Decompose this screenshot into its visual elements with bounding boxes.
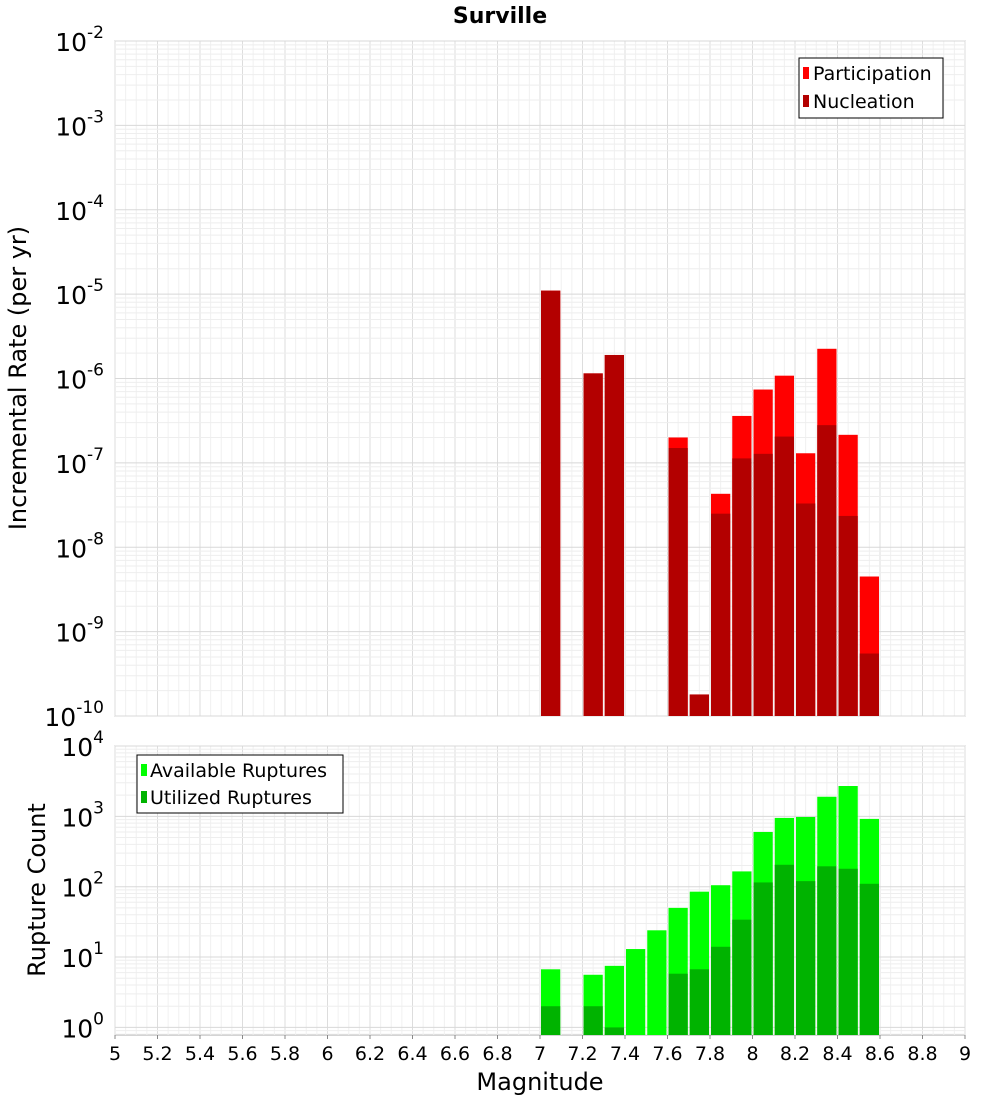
y-tick-label: 10-7 [55,445,104,479]
rate-bars [541,290,879,716]
available-legend-label: Available Ruptures [150,760,327,782]
x-tick-label: 5.6 [227,1043,257,1065]
series-b-bar [859,883,879,1035]
x-tick-label: 7.4 [610,1043,640,1065]
x-tick-label: 7.2 [567,1043,597,1065]
nucleation-legend-label: Nucleation [813,91,915,113]
x-tick-label: 8 [746,1043,758,1065]
utilized-legend-label: Utilized Ruptures [150,787,312,809]
series-b-bar [817,425,837,716]
x-tick-label: 6.2 [355,1043,385,1065]
rate-legend-box [798,57,944,119]
y-tick-label: 10-4 [55,192,104,226]
series-b-bar [817,866,837,1035]
x-axis-label: Magnitude [476,1068,603,1096]
series-b-bar [732,458,752,716]
series-b-bar [838,868,858,1035]
series-b-bar [774,864,794,1035]
series-b-bar [583,1006,603,1035]
series-b-bar [838,515,858,716]
x-tick-label: 6.4 [397,1043,427,1065]
x-tick-label: 5.4 [185,1043,215,1065]
count-bars [541,786,879,1035]
participation-legend-swatch [803,67,809,79]
series-b-bar [668,973,688,1035]
rate-y-axis-label: Incremental Rate (per yr) [4,226,32,530]
nucleation-legend-swatch [803,95,809,107]
series-b-bar [753,882,773,1035]
x-tick-label: 6.8 [482,1043,512,1065]
x-tick-label: 7.8 [695,1043,725,1065]
series-b-bar [796,881,816,1035]
y-tick-label: 10-6 [55,361,104,395]
series-b-bar [796,503,816,716]
rate-legend: Participation Nucleation [798,57,944,119]
x-tick-labels: 5 5.2 5.4 5.6 5.8 6 6.2 6.4 6.6 6.8 7 7.2 7.4 7.6 7.8 8… [109,1035,971,1065]
series-b-bar [753,453,773,716]
y-tick-label: 100 [61,1009,104,1043]
x-tick-label: 7.6 [652,1043,682,1065]
chart-title: Surville [453,4,547,29]
count-panel: 100 101 102 103 104 5 5.2 5.4 5.6 5.8 6 6.2 6.4 6.6 6… [23,728,971,1096]
series-b-bar [604,354,624,716]
y-tick-label: 101 [61,939,104,973]
x-tick-label: 5.2 [142,1043,172,1065]
series-b-bar [541,290,561,716]
x-tick-label: 7 [534,1043,546,1065]
series-a-bar [626,949,646,1035]
y-tick-label: 10-10 [44,698,104,732]
x-tick-label: 8.8 [907,1043,937,1065]
y-tick-label: 102 [61,869,104,903]
x-tick-label: 5 [109,1043,121,1065]
y-tick-label: 104 [61,728,104,762]
series-b-bar [583,373,603,716]
series-b-bar [689,694,709,716]
y-tick-label: 10-2 [55,23,104,57]
y-tick-label: 10-8 [55,529,104,563]
count-y-axis-label: Rupture Count [23,803,51,977]
series-b-bar [541,1006,561,1035]
series-b-bar [604,1027,624,1035]
rate-panel: 10-10 10-9 10-8 10-7 10-6 10-5 10-4 10-3 10-2 In… [4,23,966,732]
y-tick-label: 10-9 [55,614,104,648]
available-legend-swatch [141,764,147,776]
participation-legend-label: Participation [813,63,932,85]
rate-y-tick-labels: 10-10 10-9 10-8 10-7 10-6 10-5 10-4 10-3 10-2 [44,23,104,732]
x-tick-label: 5.8 [270,1043,300,1065]
y-tick-label: 10-3 [55,107,104,141]
rate-gridlines [114,40,966,717]
x-tick-label: 6.6 [440,1043,470,1065]
count-legend-box [136,754,344,814]
series-a-bar [604,965,624,1035]
utilized-legend-swatch [141,791,147,803]
series-b-bar [711,946,731,1035]
series-a-bar [647,930,667,1035]
x-tick-label: 8.4 [822,1043,852,1065]
series-b-bar [711,513,731,716]
x-tick-label: 8.6 [865,1043,895,1065]
series-b-bar [732,919,752,1035]
series-b-bar [774,436,794,716]
y-tick-label: 10-5 [55,276,104,310]
x-tick-label: 8.2 [780,1043,810,1065]
series-b-bar [689,969,709,1035]
series-b-bar [668,448,688,716]
count-legend: Available Ruptures Utilized Ruptures [136,754,344,814]
x-tick-label: 6 [321,1043,333,1065]
series-b-bar [859,653,879,716]
y-tick-label: 103 [61,798,104,832]
count-y-tick-labels: 100 101 102 103 104 [61,728,104,1043]
x-tick-label: 9 [959,1043,971,1065]
